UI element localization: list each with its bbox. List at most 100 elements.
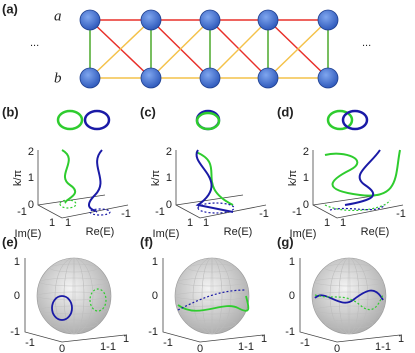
sphere-grid bbox=[314, 305, 384, 315]
re-tick-label: 1 bbox=[340, 217, 346, 229]
sphere-grid bbox=[174, 291, 250, 301]
bloch-sphere bbox=[36, 257, 112, 335]
re-tick-label: 1 bbox=[203, 217, 209, 229]
band-curve bbox=[324, 199, 391, 211]
z-tick-label: -1 bbox=[148, 326, 158, 338]
im-axis-label: Im(E) bbox=[15, 228, 42, 240]
state-curve bbox=[51, 295, 73, 321]
axis-box bbox=[162, 258, 264, 343]
z-tick-label: -1 bbox=[10, 326, 20, 338]
site-label: a bbox=[54, 8, 62, 24]
axis-box bbox=[175, 150, 267, 219]
im-tick-label: -1 bbox=[17, 206, 27, 218]
lattice-site bbox=[140, 9, 162, 31]
re-tick-label: -1 bbox=[121, 208, 131, 220]
panel-label: (a) bbox=[2, 1, 18, 16]
state-curve bbox=[177, 295, 250, 312]
z-tick-label: 1 bbox=[289, 256, 295, 268]
x-tick-label: 1-1 bbox=[238, 341, 254, 353]
x-tick-label: 0 bbox=[59, 343, 65, 353]
ellipsis: ... bbox=[30, 37, 39, 49]
state-curve bbox=[177, 289, 247, 311]
panel-label: (b) bbox=[2, 104, 19, 119]
eigen-ring bbox=[195, 111, 221, 131]
z-tick-label: 1 bbox=[14, 256, 20, 268]
x-tick-label: 1 bbox=[398, 333, 404, 345]
re-tick-label: -1 bbox=[259, 208, 269, 220]
sphere-grid bbox=[54, 257, 94, 335]
x-tick-label: 1-1 bbox=[375, 341, 391, 353]
band-curve bbox=[329, 204, 386, 211]
hop-line bbox=[150, 19, 211, 79]
eigen-ring bbox=[326, 109, 354, 131]
sphere-grid bbox=[324, 263, 374, 273]
im-tick-label: 1 bbox=[324, 217, 330, 229]
lattice-site bbox=[317, 67, 339, 89]
state-curve bbox=[89, 288, 107, 312]
sphere-grid bbox=[36, 291, 112, 301]
im-axis-label: Im(E) bbox=[290, 228, 317, 240]
x-tick-label: -1 bbox=[163, 337, 173, 349]
re-axis-label: Re(E) bbox=[361, 226, 390, 238]
hop-line bbox=[209, 19, 269, 79]
z-tick-label: 1 bbox=[303, 172, 309, 184]
z-tick-label: 2 bbox=[303, 146, 309, 158]
sphere-grid bbox=[311, 291, 387, 301]
panel-label: (f) bbox=[140, 234, 153, 249]
z-tick-label: -1 bbox=[285, 326, 295, 338]
x-tick-label: -1 bbox=[300, 337, 310, 349]
lattice-site bbox=[317, 9, 339, 31]
lattice-site bbox=[199, 9, 221, 31]
z-tick-label: 0 bbox=[289, 290, 295, 302]
z-tick-label: 2 bbox=[28, 146, 34, 158]
re-axis-label: Re(E) bbox=[224, 226, 253, 238]
z-tick-label: 1 bbox=[166, 172, 172, 184]
z-tick-label: 1 bbox=[28, 172, 34, 184]
state-curve bbox=[314, 294, 384, 311]
z-tick-label: 2 bbox=[166, 146, 172, 158]
band-curve bbox=[197, 202, 235, 214]
z-tick-label: 0 bbox=[152, 290, 158, 302]
im-tick-label: 1 bbox=[187, 217, 193, 229]
sphere-grid bbox=[39, 305, 109, 315]
band-curve bbox=[195, 151, 234, 206]
lattice-site bbox=[257, 9, 279, 31]
x-tick-label: 1-1 bbox=[100, 341, 116, 353]
panel-label: (e) bbox=[2, 234, 18, 249]
lattice-site bbox=[140, 67, 162, 89]
sphere-grid bbox=[49, 263, 99, 273]
panel-label: (g) bbox=[277, 234, 294, 249]
eigen-ring bbox=[83, 109, 111, 131]
im-tick-label: -1 bbox=[155, 206, 165, 218]
z-tick-label: 0 bbox=[28, 199, 34, 211]
sphere-grid bbox=[187, 263, 237, 273]
z-tick-label: 1 bbox=[152, 256, 158, 268]
band-curve bbox=[61, 149, 77, 204]
eigen-ring bbox=[341, 109, 369, 131]
eigen-ring bbox=[56, 109, 84, 131]
panel-label: (d) bbox=[277, 104, 294, 119]
z-axis-label: k/π bbox=[150, 170, 162, 187]
sphere-grid bbox=[324, 319, 374, 329]
re-axis-label: Re(E) bbox=[86, 226, 115, 238]
z-tick-label: 0 bbox=[303, 199, 309, 211]
sphere-grid bbox=[314, 277, 384, 287]
band-curve bbox=[88, 149, 103, 213]
axis-box bbox=[24, 258, 126, 343]
panel-label: (c) bbox=[140, 104, 156, 119]
sphere-grid bbox=[187, 319, 237, 329]
axis-box bbox=[299, 258, 401, 343]
sphere-grid bbox=[49, 319, 99, 329]
bloch-sphere bbox=[174, 257, 250, 335]
z-axis-label: k/π bbox=[12, 170, 24, 187]
x-tick-label: 0 bbox=[197, 343, 203, 353]
sphere-grid bbox=[177, 277, 247, 287]
z-axis-label: k/π bbox=[287, 170, 299, 187]
x-tick-label: 1 bbox=[261, 333, 267, 345]
band-curve bbox=[195, 149, 234, 213]
re-tick-label: 1 bbox=[65, 217, 71, 229]
im-tick-label: 1 bbox=[49, 217, 55, 229]
lattice-site bbox=[79, 9, 101, 31]
im-axis-label: Im(E) bbox=[153, 228, 180, 240]
